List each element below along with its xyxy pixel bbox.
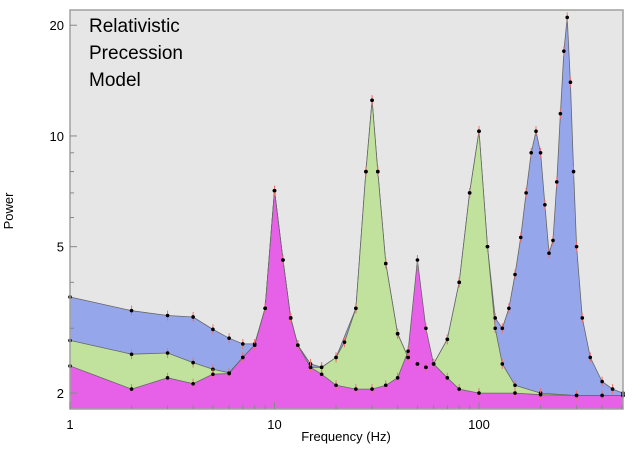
data-point-magenta	[383, 383, 388, 388]
data-point-magenta	[296, 343, 300, 347]
data-point-green	[165, 351, 170, 355]
data-point-magenta	[263, 306, 267, 311]
data-point-green	[485, 244, 490, 249]
data-point-magenta	[415, 258, 420, 262]
data-point-blue	[524, 191, 528, 195]
data-point-magenta	[538, 392, 543, 397]
annotation-line-3: Model	[89, 70, 141, 91]
y-tick-label: 20	[50, 18, 64, 33]
data-point-blue	[493, 316, 497, 320]
data-point-green	[424, 365, 428, 370]
data-point-green	[383, 261, 388, 266]
data-point-green	[364, 169, 368, 174]
data-point-green	[477, 129, 481, 134]
data-point-green	[370, 98, 374, 103]
data-point-magenta	[241, 355, 245, 360]
data-point-magenta	[319, 372, 324, 377]
data-point-blue	[547, 251, 551, 256]
data-point-magenta	[288, 316, 293, 320]
data-point-magenta	[445, 376, 450, 380]
data-point-magenta	[600, 393, 604, 398]
data-point-green	[445, 337, 450, 342]
data-point-magenta	[211, 372, 215, 377]
data-point-blue	[538, 150, 543, 155]
data-point-blue	[529, 150, 534, 155]
data-point-magenta	[457, 387, 461, 391]
data-point-blue	[558, 111, 563, 116]
data-point-green	[493, 326, 497, 331]
annotation-line-2: Precession	[89, 43, 183, 64]
data-point-magenta	[227, 371, 231, 376]
data-point-blue	[543, 202, 547, 207]
data-point-blue	[165, 313, 170, 318]
data-point-magenta	[424, 326, 428, 331]
x-axis-title: Frequency (Hz)	[301, 429, 391, 444]
data-point-blue	[600, 379, 604, 384]
data-point-green	[500, 362, 505, 366]
data-point-blue	[227, 336, 231, 340]
y-axis-title: Power	[1, 192, 16, 230]
data-point-magenta	[272, 188, 277, 193]
data-point-magenta	[334, 383, 338, 388]
data-point-magenta	[395, 376, 400, 380]
data-point-green	[191, 360, 195, 365]
data-point-magenta	[308, 365, 313, 370]
data-point-green	[415, 362, 420, 366]
data-point-magenta	[477, 391, 481, 395]
data-point-blue	[534, 129, 538, 134]
y-axis-ticks: 2 5 10 20	[50, 18, 77, 401]
data-point-blue	[588, 355, 593, 360]
plot-frame	[69, 9, 624, 410]
data-point-magenta	[281, 258, 285, 262]
data-point-blue	[241, 342, 245, 346]
data-point-green	[376, 169, 380, 174]
data-point-green	[342, 340, 347, 344]
data-point-green	[513, 383, 517, 388]
data-point-blue	[574, 244, 579, 249]
data-point-blue	[191, 315, 195, 319]
data-point-magenta	[513, 391, 517, 395]
annotation-line-1: Relativistic	[89, 16, 180, 37]
data-point-magenta	[574, 393, 579, 398]
data-point-magenta	[370, 387, 374, 391]
data-point-blue	[610, 387, 615, 391]
x-tick-label: 1	[66, 417, 73, 432]
y-tick-label: 2	[57, 386, 64, 401]
data-point-green	[319, 365, 324, 370]
data-point-blue	[518, 235, 523, 240]
data-point-blue	[554, 180, 559, 184]
data-point-blue	[565, 15, 570, 20]
data-point-magenta	[191, 381, 195, 386]
data-point-blue	[571, 169, 576, 174]
data-point-blue	[568, 80, 573, 85]
data-point-green	[354, 306, 358, 311]
x-tick-label: 100	[468, 417, 490, 432]
data-point-green	[406, 355, 410, 360]
x-tick-label: 10	[267, 417, 281, 432]
y-tick-label: 5	[57, 240, 64, 255]
data-point-magenta	[431, 362, 436, 366]
data-point-blue	[562, 49, 566, 53]
data-point-blue	[129, 308, 134, 313]
data-point-magenta	[354, 387, 358, 391]
data-point-green	[334, 355, 338, 360]
data-point-magenta	[252, 343, 257, 347]
data-point-magenta	[129, 387, 134, 391]
data-point-magenta	[165, 376, 170, 380]
data-point-blue	[580, 316, 585, 320]
data-point-blue	[500, 326, 505, 331]
data-point-magenta	[406, 349, 410, 353]
y-tick-label: 10	[50, 129, 64, 144]
data-point-green	[395, 331, 400, 336]
data-point-green	[457, 280, 461, 285]
data-point-blue	[513, 272, 517, 277]
data-point-blue	[551, 238, 555, 243]
data-point-green	[467, 191, 472, 195]
data-point-green	[129, 352, 134, 357]
x-axis-ticks: 1 10 100	[66, 402, 623, 432]
data-point-blue	[507, 306, 511, 311]
data-point-blue	[211, 327, 215, 332]
